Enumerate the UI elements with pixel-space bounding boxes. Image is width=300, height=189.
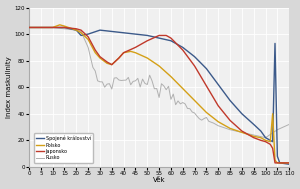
Legend: Spojené království, Polsko, Japonsko, Rusko: Spojené království, Polsko, Japonsko, Ru…: [34, 133, 93, 163]
Y-axis label: Index maskulinity: Index maskulinity: [6, 56, 12, 118]
X-axis label: Věk: Věk: [153, 177, 165, 184]
